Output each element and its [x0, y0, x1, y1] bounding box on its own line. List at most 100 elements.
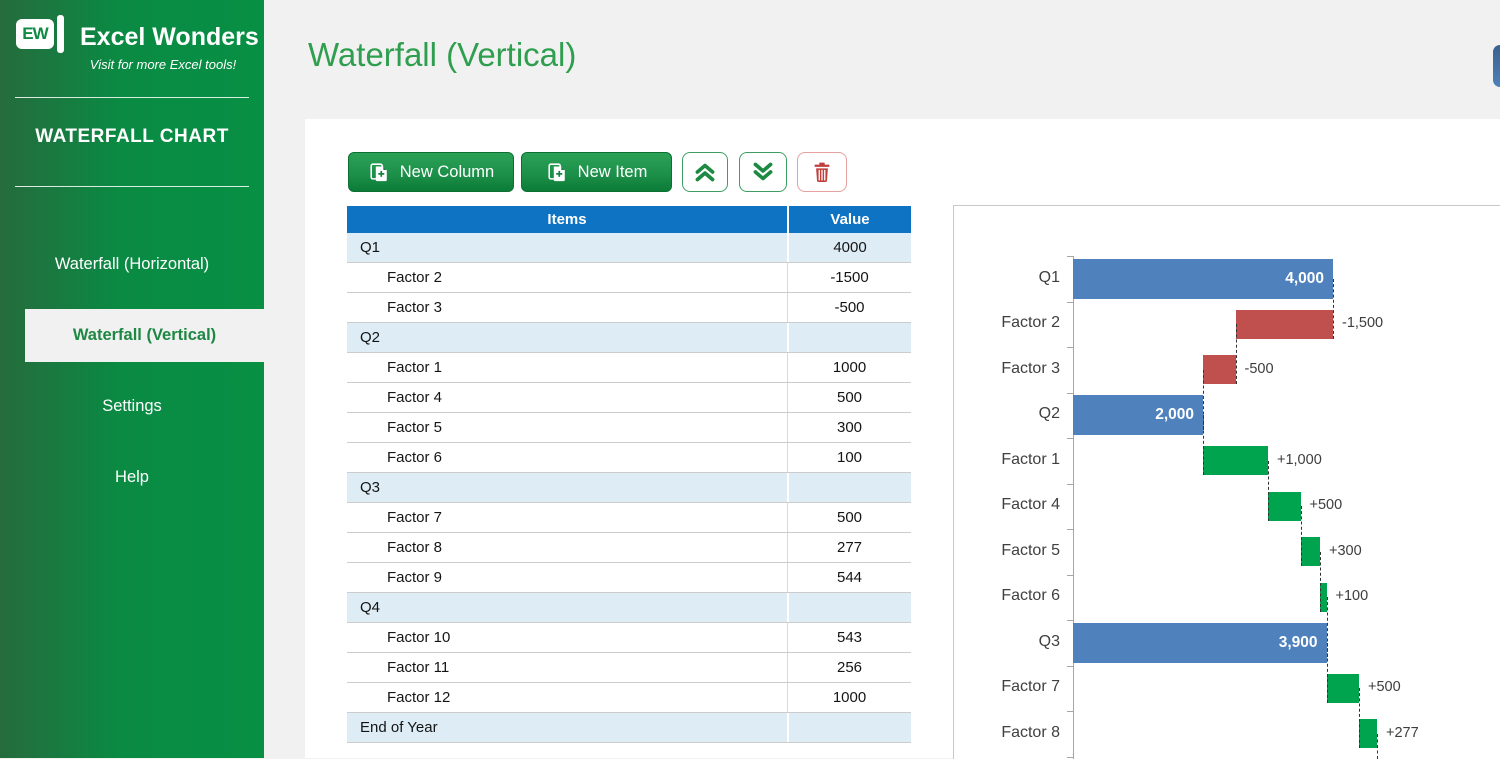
item-cell[interactable]: Q1 — [360, 239, 381, 256]
value-cell[interactable]: 300 — [787, 413, 911, 442]
value-cell[interactable]: 256 — [787, 653, 911, 682]
bar-value-label: +500 — [1309, 497, 1343, 514]
table-row[interactable]: Q1 4000 — [347, 233, 911, 263]
item-cell[interactable]: Q3 — [360, 479, 381, 496]
value-cell[interactable]: 277 — [787, 533, 911, 562]
new-column-button[interactable]: New Column — [348, 152, 514, 192]
connector-line — [1326, 642, 1328, 703]
value-cell[interactable] — [787, 593, 911, 622]
connector-line — [1326, 597, 1328, 658]
value-cell[interactable] — [787, 323, 911, 352]
connector-line — [1235, 324, 1237, 385]
axis-tick — [1067, 711, 1073, 712]
item-cell[interactable]: Factor 3 — [387, 299, 443, 316]
waterfall-bar: 2,000 — [1073, 395, 1203, 436]
table-body: Q1 4000 Factor 2 -1500 Factor 3 -500 Q2 Factor … — [347, 233, 911, 743]
value-cell[interactable]: -500 — [787, 293, 911, 322]
item-cell[interactable]: Factor 12 — [387, 689, 451, 706]
bar-value-label: +100 — [1335, 588, 1369, 605]
sidebar-item-settings[interactable]: Settings — [102, 397, 162, 415]
value-cell[interactable]: 543 — [787, 623, 911, 652]
table-row[interactable]: Q2 — [347, 323, 911, 353]
value-cell[interactable]: 1000 — [787, 683, 911, 712]
bar-value-label: -1,500 — [1342, 315, 1384, 332]
edge-tab[interactable] — [1493, 45, 1500, 87]
category-label: Factor 7 — [1001, 678, 1060, 696]
table-row[interactable]: Factor 10 543 — [347, 623, 911, 653]
table-row[interactable]: End of Year — [347, 713, 911, 743]
value-cell[interactable]: 100 — [787, 443, 911, 472]
waterfall-chart: Q1 4,000 Factor 2 -1,500 Factor 3 -500 Q2 2,000… — [953, 205, 1500, 759]
category-label: Q2 — [1038, 405, 1060, 423]
value-cell[interactable]: 544 — [787, 563, 911, 592]
item-cell[interactable]: End of Year — [360, 719, 438, 736]
sidebar-item-help[interactable]: Help — [115, 468, 149, 486]
value-cell[interactable]: 1000 — [787, 353, 911, 382]
table-row[interactable]: Factor 11 256 — [347, 653, 911, 683]
double-chevron-up-icon — [692, 159, 718, 185]
table-row[interactable]: Factor 8 277 — [347, 533, 911, 563]
table-row[interactable]: Factor 7 500 — [347, 503, 911, 533]
connector-line — [1268, 460, 1269, 521]
waterfall-bar — [1203, 355, 1236, 385]
category-label: Factor 2 — [1001, 314, 1060, 332]
connector-line — [1320, 551, 1321, 612]
item-cell[interactable]: Factor 11 — [387, 659, 450, 676]
move-up-button[interactable] — [682, 152, 728, 192]
logo-title: Excel Wonders — [80, 23, 259, 51]
table-row[interactable]: Factor 12 1000 — [347, 683, 911, 713]
delete-button[interactable] — [797, 152, 847, 192]
connector-line — [1359, 688, 1360, 749]
item-cell[interactable]: Factor 10 — [387, 629, 451, 646]
sidebar-section-title: WATERFALL CHART — [35, 126, 229, 147]
axis-tick — [1067, 620, 1073, 621]
sidebar: EW Excel Wonders Visit for more Excel to… — [0, 0, 264, 758]
waterfall-bar — [1359, 719, 1377, 749]
item-cell[interactable]: Factor 2 — [387, 269, 443, 286]
sidebar-menu: Waterfall (Horizontal) Waterfall (Vertica… — [0, 238, 264, 522]
new-item-label: New Item — [577, 162, 648, 181]
table-row[interactable]: Factor 9 544 — [347, 563, 911, 593]
value-cell[interactable]: 4000 — [787, 233, 911, 262]
item-cell[interactable]: Factor 1 — [387, 359, 443, 376]
category-label: Factor 6 — [1001, 587, 1060, 605]
table-row[interactable]: Q4 — [347, 593, 911, 623]
value-cell[interactable] — [787, 473, 911, 502]
table-row[interactable]: Factor 6 100 — [347, 443, 911, 473]
table-row[interactable]: Factor 1 1000 — [347, 353, 911, 383]
table-row[interactable]: Factor 5 300 — [347, 413, 911, 443]
logo-tagline: Visit for more Excel tools! — [89, 57, 237, 72]
move-down-button[interactable] — [739, 152, 787, 192]
value-cell[interactable]: 500 — [787, 503, 911, 532]
category-label: Factor 1 — [1001, 450, 1060, 468]
item-cell[interactable]: Factor 5 — [387, 419, 443, 436]
new-document-plus-icon — [368, 161, 390, 183]
table-header-row: Items Value — [347, 206, 911, 233]
category-label: Factor 8 — [1001, 723, 1060, 741]
app-logo[interactable]: EW Excel Wonders Visit for more Excel to… — [16, 12, 259, 72]
table-row[interactable]: Q3 — [347, 473, 911, 503]
connector-line — [1203, 369, 1204, 430]
logo-bar-icon — [57, 15, 64, 53]
value-cell[interactable]: -1500 — [787, 263, 911, 292]
connector-line — [1203, 415, 1204, 476]
axis-tick — [1067, 574, 1073, 576]
item-cell[interactable]: Factor 4 — [387, 389, 443, 406]
item-cell[interactable]: Factor 6 — [387, 449, 443, 466]
new-item-button[interactable]: New Item — [521, 152, 672, 192]
table-row[interactable]: Factor 3 -500 — [347, 293, 911, 323]
sidebar-item-waterfall-vertical[interactable]: Waterfall (Vertical) — [25, 309, 264, 362]
bar-value-label: -500 — [1244, 360, 1274, 377]
item-cell[interactable]: Q4 — [360, 599, 381, 616]
value-cell[interactable]: 500 — [787, 383, 911, 412]
item-cell[interactable]: Factor 9 — [387, 569, 443, 586]
sidebar-item-waterfall-horizontal[interactable]: Waterfall (Horizontal) — [54, 255, 210, 273]
item-cell[interactable]: Q2 — [360, 329, 381, 346]
axis-tick — [1067, 529, 1073, 530]
value-cell[interactable] — [787, 713, 911, 742]
item-cell[interactable]: Factor 7 — [387, 509, 443, 526]
item-cell[interactable]: Factor 8 — [387, 539, 443, 556]
table-row[interactable]: Factor 2 -1500 — [347, 263, 911, 293]
table-row[interactable]: Factor 4 500 — [347, 383, 911, 413]
